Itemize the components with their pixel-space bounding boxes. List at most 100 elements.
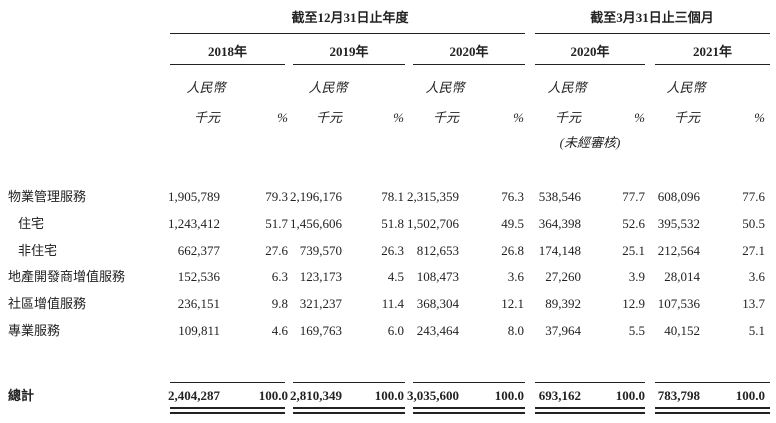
cell: 76.3 xyxy=(501,189,524,204)
cell: 51.8 xyxy=(381,215,404,231)
cell: 12.1 xyxy=(501,296,524,312)
double-rule xyxy=(413,412,525,414)
cell: 51.7 xyxy=(265,215,288,231)
unit: 千元 xyxy=(673,110,700,125)
double-rule xyxy=(413,407,525,409)
percent-unit: % xyxy=(393,110,404,125)
currency: 人民幣 xyxy=(666,80,706,95)
cell: 3.6 xyxy=(507,269,524,285)
cell: 152,536 xyxy=(177,269,220,285)
percent-unit: % xyxy=(513,110,524,125)
unit: 千元 xyxy=(193,110,220,125)
double-rule xyxy=(655,407,770,409)
currency: 人民幣 xyxy=(425,80,465,95)
group-header: 截至12月31日止年度 xyxy=(291,10,409,25)
cell: 608,096 xyxy=(657,189,700,204)
cell: 27,260 xyxy=(545,269,581,285)
double-rule xyxy=(293,412,405,414)
double-rule xyxy=(170,412,285,414)
note: (未經審核) xyxy=(559,135,621,150)
row-label: 社區增值服務 xyxy=(8,296,87,312)
year-header: 2020年 xyxy=(449,44,489,59)
cell: 40,152 xyxy=(664,323,700,338)
rule xyxy=(413,382,525,383)
cell: 2,810,349 xyxy=(290,388,342,403)
cell: 107,536 xyxy=(657,296,700,312)
percent-unit: % xyxy=(277,110,288,125)
cell: 26.3 xyxy=(381,242,404,258)
row-label: 非住宅 xyxy=(18,242,58,258)
cell: 9.8 xyxy=(271,296,288,312)
percent-unit: % xyxy=(634,110,645,125)
cell: 1,905,789 xyxy=(168,189,220,204)
cell: 4.6 xyxy=(271,323,288,338)
rule xyxy=(170,33,525,34)
cell: 77.6 xyxy=(742,189,765,204)
year-header: 2019年 xyxy=(329,44,369,59)
cell: 739,570 xyxy=(299,242,342,258)
cell: 812,653 xyxy=(416,242,459,258)
cell: 321,237 xyxy=(299,296,342,312)
currency: 人民幣 xyxy=(308,80,348,95)
cell: 108,473 xyxy=(416,269,459,285)
cell: 243,464 xyxy=(416,323,459,338)
cell: 783,798 xyxy=(657,388,700,403)
row-label: 住宅 xyxy=(18,215,45,231)
rule xyxy=(170,382,285,383)
cell: 28,014 xyxy=(664,269,700,285)
cell: 3.6 xyxy=(748,269,765,285)
cell: 6.3 xyxy=(271,269,288,285)
cell: 3,035,600 xyxy=(407,388,459,403)
currency: 人民幣 xyxy=(547,80,587,95)
cell: 50.5 xyxy=(742,215,765,231)
cell: 25.1 xyxy=(622,242,645,258)
cell: 3.9 xyxy=(628,269,645,285)
cell: 100.0 xyxy=(374,388,404,403)
rule xyxy=(535,382,645,383)
cell: 26.8 xyxy=(501,242,524,258)
rule xyxy=(293,382,405,383)
cell: 13.7 xyxy=(742,296,765,312)
cell: 4.5 xyxy=(387,269,404,285)
cell: 5.1 xyxy=(748,323,765,338)
cell: 79.3 xyxy=(265,189,288,204)
cell: 693,162 xyxy=(538,388,581,403)
cell: 538,546 xyxy=(538,189,581,204)
cell: 5.5 xyxy=(628,323,645,338)
double-rule xyxy=(655,412,770,414)
cell: 27.1 xyxy=(742,242,765,258)
percent-unit: % xyxy=(754,110,765,125)
cell: 27.6 xyxy=(265,242,288,258)
cell: 100.0 xyxy=(494,388,524,403)
cell: 2,404,287 xyxy=(168,388,220,403)
cell: 236,151 xyxy=(177,296,220,312)
unit: 千元 xyxy=(432,110,459,125)
row-label: 地產開發商增值服務 xyxy=(8,269,126,285)
cell: 1,456,606 xyxy=(290,215,342,231)
cell: 100.0 xyxy=(615,388,645,403)
unit: 千元 xyxy=(315,110,342,125)
row-label: 專業服務 xyxy=(8,323,61,338)
rule xyxy=(655,64,770,65)
cell: 174,148 xyxy=(538,242,581,258)
rule xyxy=(413,64,525,65)
row-label: 物業管理服務 xyxy=(8,189,87,204)
cell: 77.7 xyxy=(622,189,645,204)
cell: 100.0 xyxy=(258,388,288,403)
cell: 52.6 xyxy=(622,215,645,231)
double-rule xyxy=(535,407,645,409)
cell: 49.5 xyxy=(501,215,524,231)
cell: 37,964 xyxy=(545,323,581,338)
year-header: 2021年 xyxy=(692,44,733,59)
double-rule xyxy=(293,407,405,409)
cell: 368,304 xyxy=(416,296,459,312)
cell: 1,502,706 xyxy=(407,215,459,231)
cell: 2,196,176 xyxy=(290,189,342,204)
group-header: 截至3月31日止三個月 xyxy=(590,10,714,25)
cell: 100.0 xyxy=(735,388,765,403)
cell: 364,398 xyxy=(538,215,581,231)
double-rule xyxy=(170,407,285,409)
cell: 12.9 xyxy=(622,296,645,312)
cell: 123,173 xyxy=(299,269,342,285)
